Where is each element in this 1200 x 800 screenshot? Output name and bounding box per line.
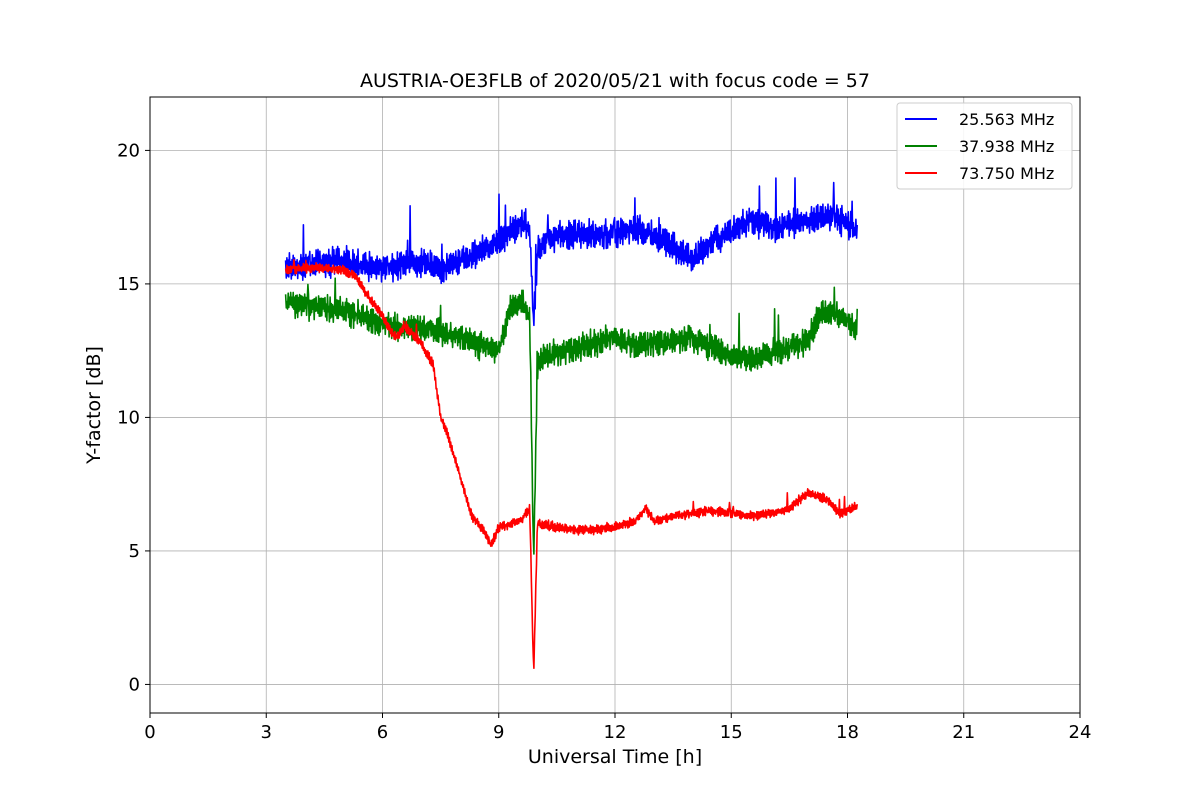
x-tick-label: 15 xyxy=(720,722,743,743)
x-tick-label: 3 xyxy=(261,722,272,743)
series-group xyxy=(284,177,858,669)
series-line-1 xyxy=(284,277,858,555)
ticks: 0 3 6 9 12 15 18 21 24 0 5 10 15 20 xyxy=(117,140,1091,743)
y-tick-label: 15 xyxy=(117,274,140,295)
series-line-2 xyxy=(284,259,858,669)
legend-box xyxy=(896,102,1073,190)
x-tick-label: 18 xyxy=(836,722,859,743)
series-line-0 xyxy=(284,177,858,327)
x-tick-label: 21 xyxy=(952,722,975,743)
x-tick-label: 24 xyxy=(1069,722,1092,743)
y-tick-label: 0 xyxy=(129,674,140,695)
legend-label: 37.938 MHz xyxy=(959,137,1054,156)
y-tick-label: 10 xyxy=(117,407,140,428)
x-tick-label: 0 xyxy=(144,722,155,743)
chart-title: AUSTRIA-OE3FLB of 2020/05/21 with focus … xyxy=(360,70,870,92)
legend-label: 73.750 MHz xyxy=(959,164,1054,183)
y-tick-label: 20 xyxy=(117,140,140,161)
y-axis-label: Y-factor [dB] xyxy=(83,346,105,465)
legend: 25.563 MHz 37.938 MHz 73.750 MHz xyxy=(896,102,1073,190)
x-tick-label: 9 xyxy=(493,722,504,743)
legend-label: 25.563 MHz xyxy=(959,110,1054,129)
x-tick-label: 6 xyxy=(377,722,388,743)
x-tick-label: 12 xyxy=(604,722,627,743)
y-tick-label: 5 xyxy=(129,541,140,562)
x-axis-label: Universal Time [h] xyxy=(528,746,702,768)
